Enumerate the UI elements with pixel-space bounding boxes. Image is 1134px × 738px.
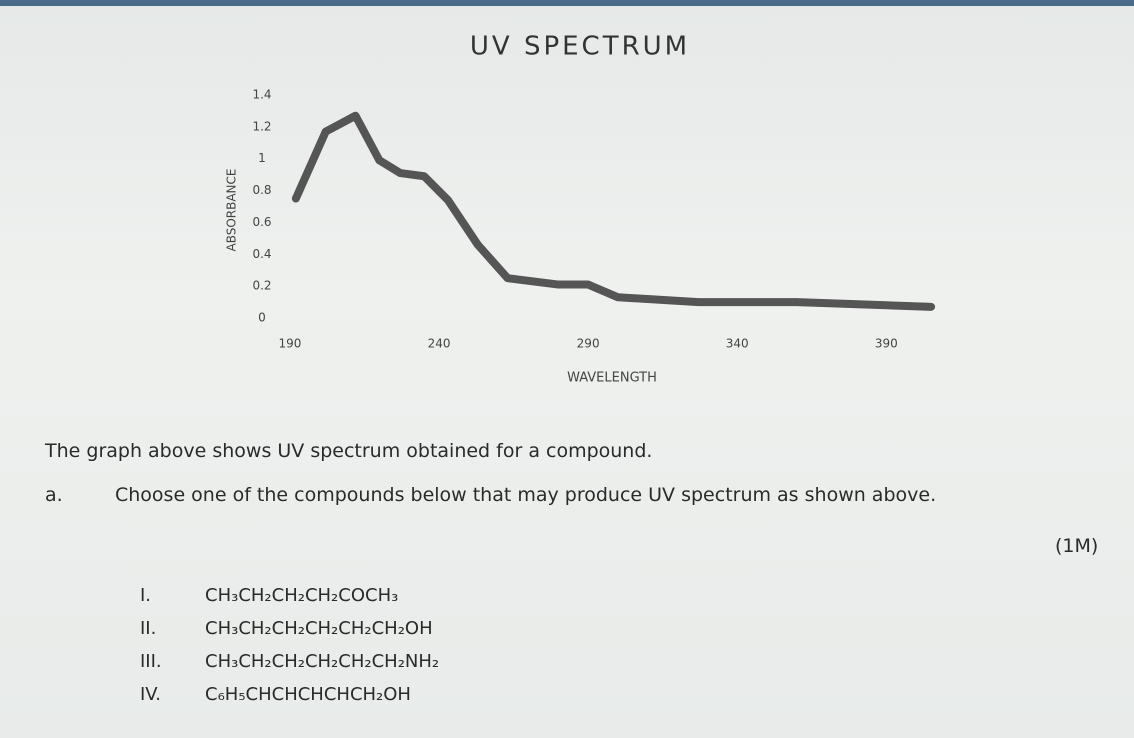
y-tick-label: 0	[258, 311, 266, 325]
x-tick-label: 190	[278, 337, 301, 351]
option-formula: CH₃CH₂CH₂CH₂CH₂CH₂NH₂	[205, 651, 440, 672]
line	[291, 111, 936, 311]
part-label: a.	[45, 484, 63, 506]
x-tick-label: 390	[875, 337, 898, 351]
y-tick-label: 0.8	[252, 183, 271, 197]
option-formula: CH₃CH₂CH₂CH₂COCH₃	[205, 585, 399, 606]
y-axis-label: ABSORBANCE	[225, 168, 239, 251]
option-numeral: II.	[140, 618, 157, 639]
y-tick-label: 1.4	[252, 88, 271, 102]
x-axis-label: WAVELENGTH	[567, 371, 657, 386]
x-tick-label: 340	[726, 337, 749, 351]
x-tick-label: 240	[428, 337, 451, 351]
option-numeral: I.	[140, 585, 152, 606]
chart-title: UV SPECTRUM	[470, 32, 690, 62]
y-tick-label: 0.2	[252, 279, 271, 293]
option-formula: CH₃CH₂CH₂CH₂CH₂CH₂OH	[205, 618, 433, 639]
prompt: Choose one of the compounds below that m…	[115, 484, 937, 506]
top-bar	[0, 0, 1134, 6]
intro: The graph above shows UV spectrum obtain…	[45, 440, 653, 462]
option-numeral: III.	[140, 651, 162, 672]
marks: (1M)	[1055, 535, 1099, 557]
chart: UV SPECTRUM WAVELENGTH ABSORBANCE 0 0.2 0.…	[225, 32, 936, 386]
y-tick-label: 0.6	[252, 215, 271, 229]
y-tick-label: 1	[258, 151, 266, 165]
y-tick-label: 0.4	[252, 247, 271, 261]
option-formula: C₆H₅CHCHCHCHCH₂OH	[205, 684, 411, 705]
x-tick-label: 290	[577, 337, 600, 351]
y-tick-label: 1.2	[252, 119, 271, 133]
option-numeral: IV.	[140, 684, 162, 705]
